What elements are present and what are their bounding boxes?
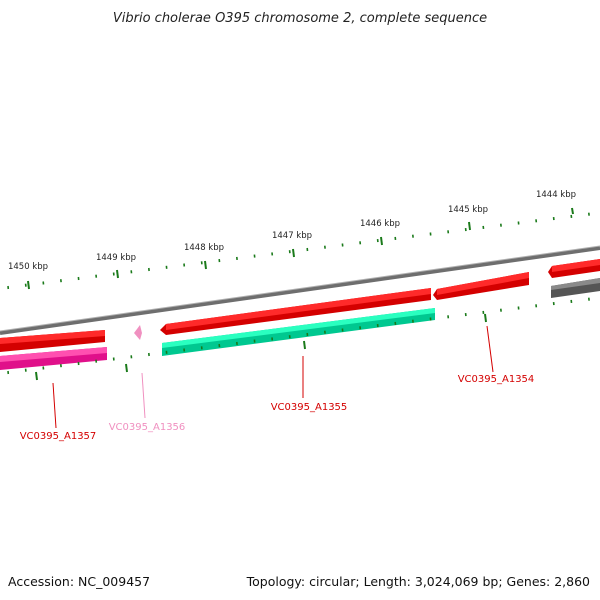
gene-label-a1356[interactable]: VC0395_A1356 [109, 422, 186, 433]
tick-major [303, 340, 306, 350]
tick-label-1450: 1450 kbp [8, 262, 48, 272]
gene-label-a1357[interactable]: VC0395_A1357 [20, 431, 97, 442]
gene-VC0395_A1355-fwd-arrow[interactable] [160, 288, 431, 335]
tick-major [116, 269, 119, 279]
scale-minor-ticks-inner [7, 297, 590, 375]
gene-gray-arrow[interactable] [551, 278, 600, 298]
tick-major [571, 207, 574, 215]
tick-label-1446: 1446 kbp [360, 219, 400, 229]
tick-label-1449: 1449 kbp [96, 253, 136, 263]
scale-ticks-outer [27, 207, 574, 290]
tick-major [380, 236, 383, 246]
tick-label-1447: 1447 kbp [272, 231, 312, 241]
tick-major [468, 221, 471, 231]
backbone [0, 246, 600, 335]
tick-major [35, 371, 38, 381]
tick-label-1445: 1445 kbp [448, 205, 488, 215]
leader-line-a1357 [52, 382, 57, 429]
gene-VC0395_A1354-arrow[interactable] [433, 272, 529, 300]
scale-minor-ticks-outer [7, 212, 590, 290]
tick-major [125, 363, 128, 373]
gene-label-a1355[interactable]: VC0395_A1355 [271, 402, 348, 413]
tick-label-1448: 1448 kbp [184, 243, 224, 253]
tick-major [204, 260, 207, 270]
backbone-highlight [0, 245, 600, 332]
tick-major [27, 280, 30, 290]
map-title: Vibrio cholerae O395 chromosome 2, compl… [113, 11, 487, 26]
accession-text: Accession: NC_009457 [8, 574, 150, 589]
genome-summary-text: Topology: circular; Length: 3,024,069 bp… [246, 574, 590, 589]
leader-line-a1354 [486, 325, 494, 373]
gene-right-forward-arrow[interactable] [548, 259, 600, 278]
gene-magenta-arrow[interactable] [0, 347, 107, 370]
tick-major [484, 313, 487, 323]
leader-line-a1356 [141, 372, 146, 419]
scale-ticks-inner [35, 313, 487, 381]
gene-reverse-teal-arrow[interactable] [162, 308, 435, 356]
gene-label-a1354[interactable]: VC0395_A1354 [458, 374, 535, 385]
gene-VC0395_A1356-arrow[interactable] [134, 325, 142, 340]
gene-VC0395_A1357-arrow[interactable] [0, 330, 105, 352]
tick-label-1444: 1444 kbp [536, 190, 576, 200]
tick-major [292, 248, 295, 258]
